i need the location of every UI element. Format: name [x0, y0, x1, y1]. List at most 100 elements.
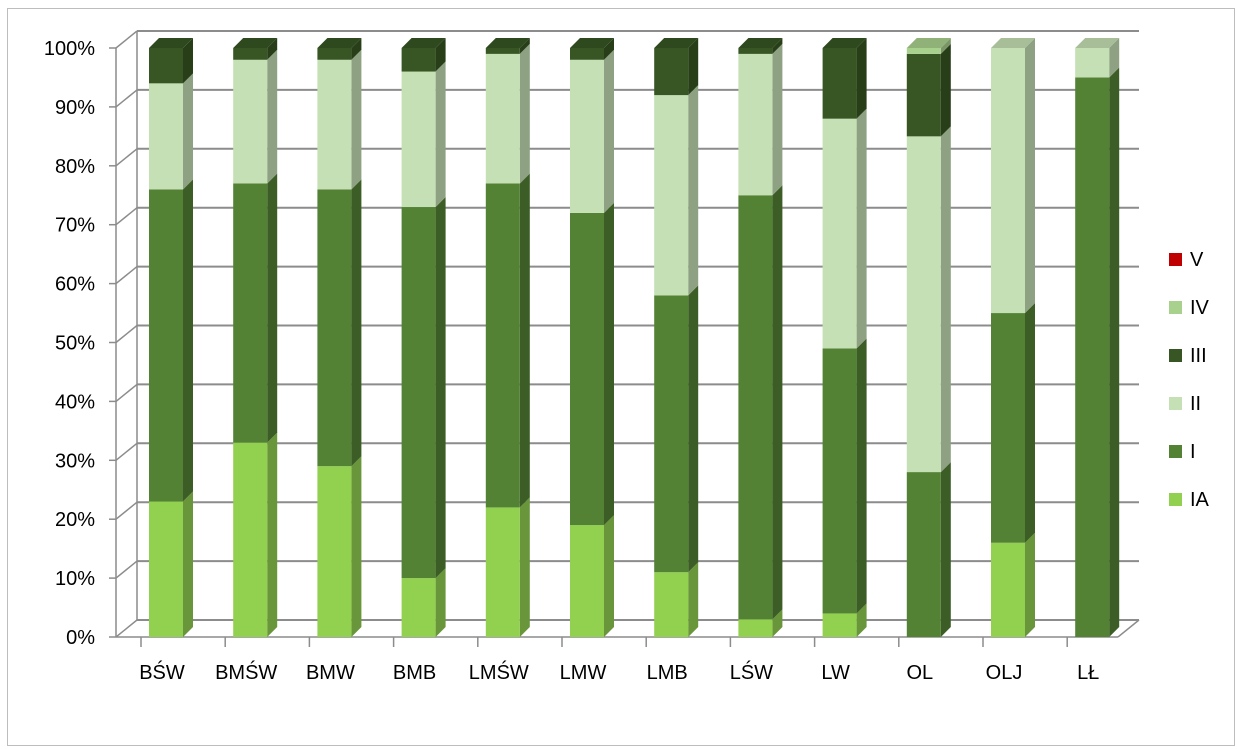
bar-side: [1025, 38, 1035, 314]
x-tick-label: LMB: [647, 662, 688, 684]
bar-segment: [991, 542, 1025, 637]
bar-side: [519, 43, 530, 184]
bar-segment: [233, 442, 268, 637]
bar-side: [183, 73, 193, 190]
legend-swatch: [1169, 253, 1182, 266]
y-tick-label: 0%: [66, 627, 95, 649]
bar-segment: [1075, 48, 1110, 78]
legend-label: I: [1190, 441, 1196, 463]
bar-segment: [738, 53, 773, 196]
bar-segment: [149, 48, 183, 84]
bar-side: [604, 515, 614, 637]
bar-segment: [401, 578, 436, 637]
bar-segment: [149, 189, 183, 502]
bar-top: [317, 38, 362, 48]
x-tick-label: BMŚW: [215, 660, 277, 684]
bar-segment: [570, 212, 604, 526]
y-tick-label: 50%: [55, 333, 95, 355]
bar-segment: [317, 189, 352, 467]
bar-segment: [906, 136, 941, 473]
bar-top: [654, 38, 699, 48]
bar-segment: [906, 53, 941, 137]
bar-segment: [233, 48, 268, 60]
legend-swatch: [1169, 349, 1182, 362]
grid-line-floor: [115, 383, 138, 402]
legend-swatch: [1169, 397, 1182, 410]
bar-side: [519, 173, 530, 508]
bar-segment: [570, 48, 604, 60]
bar-side: [856, 338, 867, 614]
floor-right-edge: [1117, 619, 1140, 638]
legend-swatch: [1169, 301, 1182, 314]
bar-side: [940, 462, 951, 637]
bar-side: [772, 185, 783, 620]
bar-segment: [485, 507, 520, 637]
bar-segment: [317, 466, 352, 637]
legend-label: IA: [1190, 489, 1210, 511]
bar-segment: [991, 48, 1025, 314]
bar-segment: [991, 313, 1025, 543]
y-tick-label: 40%: [55, 391, 95, 413]
bar-segment: [317, 59, 352, 190]
bar-segment: [233, 183, 268, 443]
bar-segment: [485, 53, 520, 184]
y-tick-label: 30%: [55, 450, 95, 472]
x-tick-label: OL: [906, 662, 933, 684]
bar-segment: [401, 71, 436, 208]
bar-side: [183, 38, 193, 84]
bar-top: [738, 38, 783, 48]
bar-segment: [401, 207, 436, 579]
y-tick-label: 60%: [55, 274, 95, 296]
bar-side: [267, 173, 278, 443]
bar-segment: [822, 613, 857, 637]
legend-swatch: [1169, 445, 1182, 458]
bar-top: [149, 38, 193, 48]
bar-side: [267, 38, 278, 60]
bar-side: [604, 202, 614, 526]
bar-segment: [654, 95, 689, 296]
bar-side: [1025, 303, 1035, 543]
bar-segment: [738, 619, 773, 637]
x-tick-label: LMW: [560, 662, 607, 684]
bar-segment: [822, 348, 857, 614]
grid-line-floor: [115, 619, 138, 638]
bar-top: [233, 38, 278, 48]
bar-segment: [738, 48, 773, 54]
x-tick-label: BMW: [306, 662, 355, 684]
bar-top: [991, 38, 1035, 48]
bar-top: [401, 38, 446, 48]
bar-side: [772, 609, 783, 637]
bar-side: [1109, 38, 1120, 78]
bar-side: [519, 497, 530, 637]
bar-segment: [485, 48, 520, 54]
bar-top: [1075, 38, 1120, 48]
bar-side: [604, 49, 614, 213]
bar-side: [688, 285, 699, 573]
bar-side: [519, 38, 530, 54]
bar-segment: [149, 83, 183, 190]
grid-line-floor: [115, 560, 138, 579]
bar-top: [822, 38, 867, 48]
bar-side: [267, 432, 278, 637]
bar-segment: [906, 48, 941, 54]
bar-side: [267, 49, 278, 184]
y-tick-label: 70%: [55, 215, 95, 237]
bar-side: [1109, 67, 1120, 637]
bar-segment: [822, 118, 857, 349]
bar-top: [570, 38, 614, 48]
bar-side: [688, 38, 699, 96]
x-tick-label: BMB: [393, 662, 436, 684]
x-tick-label: BŚW: [139, 660, 185, 684]
bar-side: [183, 179, 193, 502]
y-tick-label: 80%: [55, 156, 95, 178]
bar-segment: [738, 195, 773, 620]
bar-segment: [317, 48, 352, 60]
bar-side: [435, 197, 446, 579]
bar-segment: [906, 472, 941, 637]
grid-line-floor: [115, 207, 138, 226]
bar-segment: [149, 501, 183, 637]
grid-line-floor: [115, 501, 138, 520]
bar-side: [856, 108, 867, 349]
bar-side: [940, 126, 951, 473]
legend-swatch: [1169, 493, 1182, 506]
